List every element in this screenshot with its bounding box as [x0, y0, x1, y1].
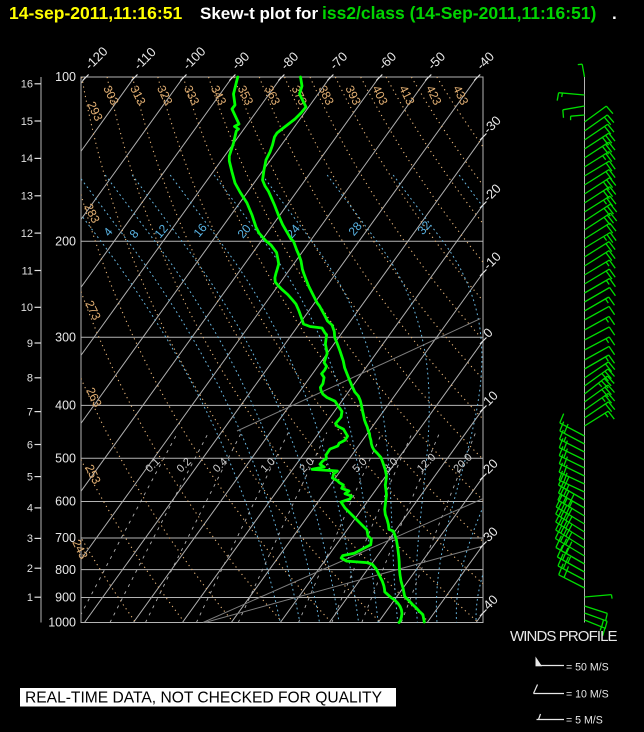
svg-text:6: 6	[27, 439, 33, 451]
svg-text:600: 600	[55, 495, 76, 509]
svg-text:800: 800	[55, 563, 76, 577]
svg-text:15: 15	[21, 116, 33, 128]
svg-text:Skew-t plot for: Skew-t plot for	[200, 4, 318, 23]
svg-text:= 10 M/S: = 10 M/S	[566, 689, 609, 701]
svg-text:5: 5	[27, 471, 33, 483]
svg-text:10: 10	[21, 302, 33, 314]
svg-text:9: 9	[27, 338, 33, 350]
svg-text:400: 400	[55, 399, 76, 413]
svg-text:16: 16	[21, 79, 33, 91]
svg-text:300: 300	[55, 331, 76, 345]
svg-text:14-sep-2011,11:16:51: 14-sep-2011,11:16:51	[9, 3, 182, 23]
svg-text:.: .	[612, 4, 617, 23]
svg-text:REAL-TIME DATA, NOT CHECKED FO: REAL-TIME DATA, NOT CHECKED FOR QUALITY	[25, 690, 383, 707]
svg-text:3: 3	[27, 533, 33, 545]
svg-text:4: 4	[27, 503, 33, 515]
svg-text:= 50 M/S: = 50 M/S	[566, 662, 609, 674]
svg-text:7: 7	[27, 406, 33, 418]
svg-text:= 5 M/S: = 5 M/S	[566, 715, 603, 727]
svg-text:8: 8	[27, 373, 33, 385]
svg-text:iss2/class (14-Sep-2011,11:16:: iss2/class (14-Sep-2011,11:16:51)	[322, 3, 596, 23]
svg-text:2: 2	[27, 563, 33, 575]
svg-text:500: 500	[55, 452, 76, 466]
svg-text:100: 100	[55, 70, 76, 84]
svg-text:1000: 1000	[48, 616, 76, 630]
svg-text:200: 200	[55, 234, 76, 248]
svg-text:14: 14	[21, 153, 33, 165]
svg-text:900: 900	[55, 591, 76, 605]
svg-text:1: 1	[27, 592, 33, 604]
svg-text:WINDS PROFILE: WINDS PROFILE	[510, 628, 618, 645]
svg-text:13: 13	[21, 191, 33, 203]
svg-text:12: 12	[21, 228, 33, 240]
svg-text:11: 11	[22, 265, 33, 277]
